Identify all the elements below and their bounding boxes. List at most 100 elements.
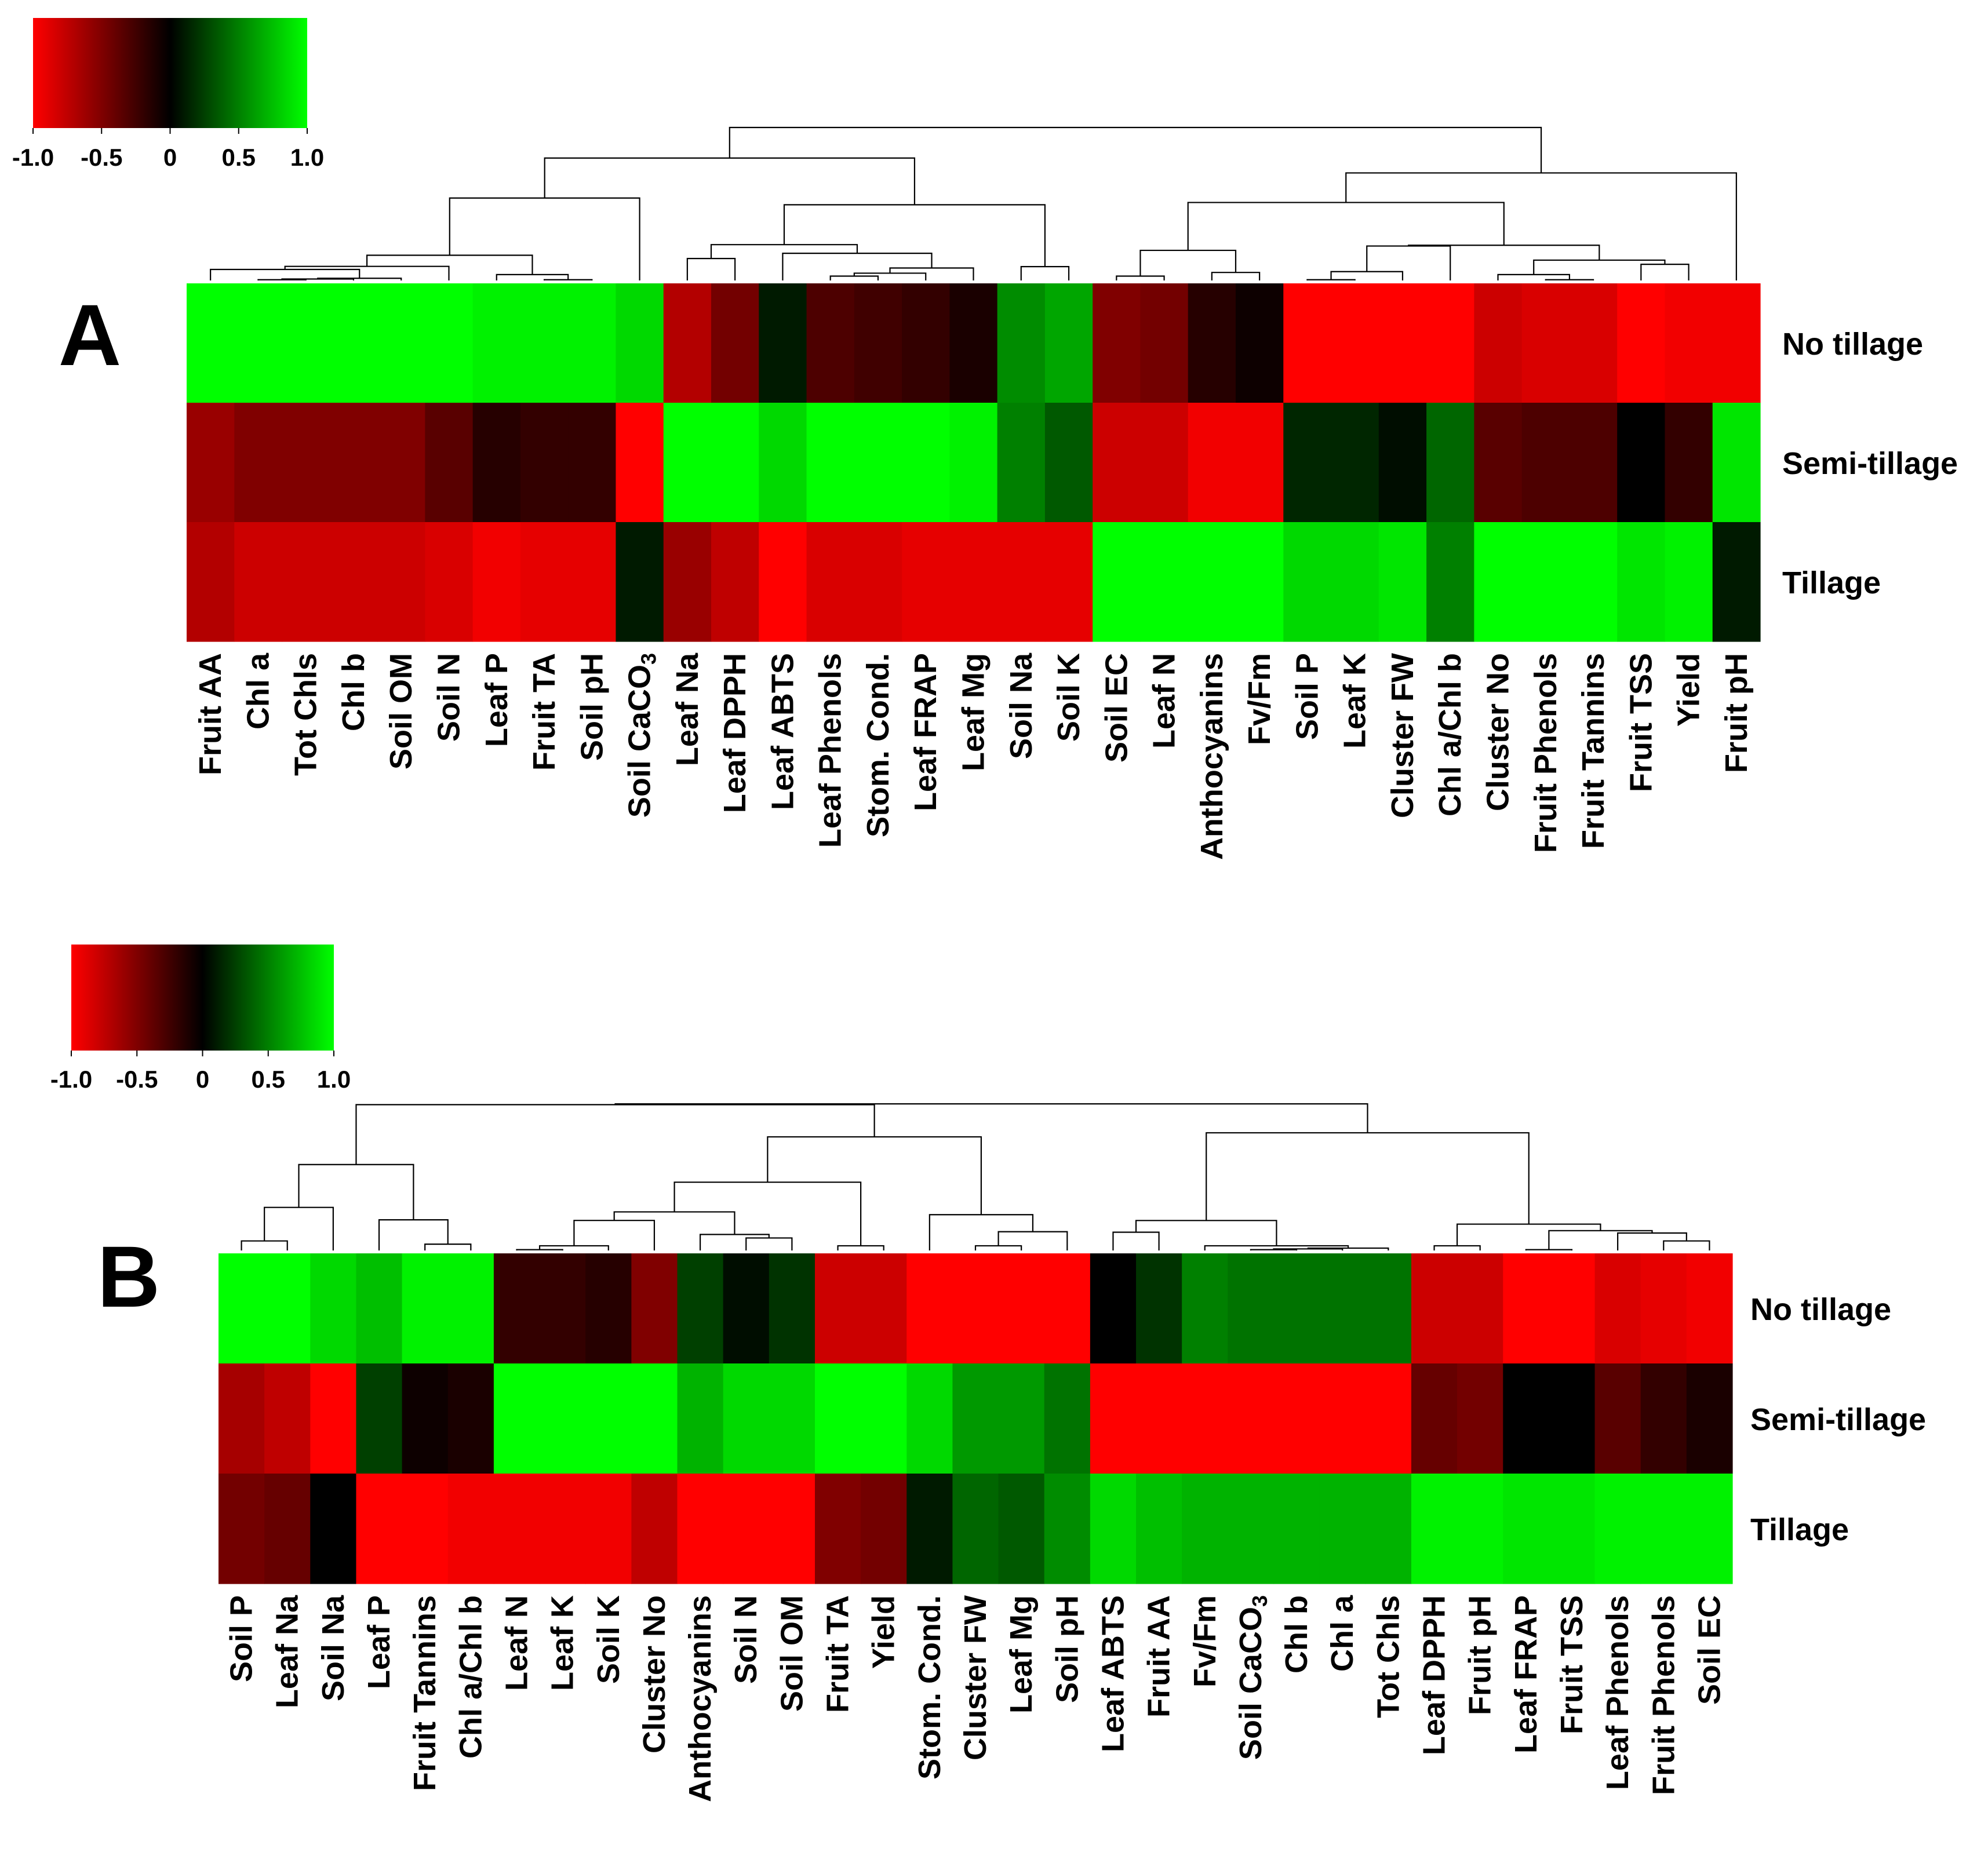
heatmap-cell [806,403,855,523]
heatmap-cell [1665,522,1713,642]
heatmap-cell [616,403,664,523]
column-label: Leaf ABTS [765,653,800,810]
column-label: Tot Chls [289,653,323,776]
heatmap-cell [264,1474,311,1584]
dendrogram-branch [614,1103,1368,1133]
colorbar-tick-label: 0.5 [222,144,256,171]
column-label: Fruit pH [1719,653,1754,773]
heatmap-cell [1140,522,1189,642]
heatmap-cell [356,1474,403,1584]
column-label: Soil N [729,1595,763,1684]
heatmap-cell [769,1253,815,1364]
heatmap-cell [723,1253,770,1364]
column-label: Chl b [336,653,371,731]
heatmap-cell [663,403,712,523]
heatmap-cell [1365,1363,1412,1474]
heatmap-cell [585,1474,632,1584]
heatmap-cell [310,1474,357,1584]
heatmap-cell [1640,1363,1687,1474]
dendrogram-branch [1433,1245,1481,1250]
heatmap-cell [219,1363,265,1474]
dendrogram-branch [1663,1240,1710,1250]
dendrogram-branch [974,1245,1022,1250]
column-label: Chl a [241,652,275,730]
heatmap-cell [1640,1474,1687,1584]
dendrogram-branch [1345,172,1737,280]
column-label: Leaf N [499,1595,534,1691]
column-label: Soil CaCO3 [1233,1595,1272,1760]
heatmap-cell [1090,1253,1137,1364]
dendrogram-branch [573,1220,656,1250]
heatmap-cell [540,1363,586,1474]
heatmap-cell [568,403,617,523]
heatmap-cell [187,283,235,403]
colorbar-tick-label: 1.0 [290,144,324,171]
heatmap-cell [1569,283,1618,403]
dendrogram-branch [782,253,933,280]
column-label: Stom. Cond. [861,653,895,837]
dendrogram-branch [767,1136,982,1215]
dendrogram-branch [1548,1230,1653,1250]
column-label: Soil Na [316,1595,351,1701]
column-label: Cluster No [637,1595,672,1753]
column-label: Soil EC [1099,653,1134,763]
heatmap-cell [997,522,1046,642]
heatmap-cell [1188,403,1236,523]
dendrogram-branch [1366,245,1451,280]
heatmap-cell [1090,1474,1137,1584]
heatmap-cell [1503,1474,1549,1584]
dendrogram-branch [745,1237,793,1250]
heatmap-cell [1426,283,1474,403]
column-label: Stom. Cond. [912,1595,947,1780]
heatmap-cell [425,522,474,642]
heatmap-cell [1331,522,1379,642]
heatmap-cell [902,283,950,403]
column-label: Fruit Phenols [1646,1595,1681,1795]
heatmap-cell [1283,403,1332,523]
heatmap-cell [677,1474,724,1584]
dendrogram-branch [281,278,355,280]
column-label: Fruit TA [821,1595,855,1713]
heatmap-cell [310,1363,357,1474]
heatmap-cell [1365,1253,1412,1364]
heatmap-cell [1569,522,1618,642]
heatmap-cell [329,283,378,403]
heatmap-cell [493,1253,540,1364]
heatmap-cell [631,1474,678,1584]
column-label: Leaf K [1338,653,1372,749]
heatmap-cell [234,283,283,403]
heatmap-cell [1188,283,1236,403]
heatmap-cell [1457,1363,1503,1474]
heatmap-cell [759,283,807,403]
colorbar-tick-label: -0.5 [116,1066,158,1093]
heatmap-cell [377,403,425,523]
heatmap-cell [902,403,950,523]
heatmap-cell [631,1363,678,1474]
heatmap-cell [1712,283,1761,403]
heatmap-cell [356,1363,403,1474]
heatmap-cell [187,403,235,523]
heatmap-cell [854,522,902,642]
heatmap-cell [187,522,235,642]
dendrogram-branch [1187,202,1505,251]
heatmap-cell [520,522,569,642]
column-label: Anthocyanins [683,1595,718,1802]
heatmap-cell [1283,522,1332,642]
dendrogram-branch [729,126,1542,173]
column-label: Soil K [1051,653,1086,742]
heatmap-cell [1521,403,1570,523]
dendrogram-branch [686,258,736,280]
heatmap-cell [616,522,664,642]
heatmap-cell [806,283,855,403]
column-label: Chl b [1279,1595,1314,1673]
heatmap-cell [1503,1363,1549,1474]
column-label: Leaf FRAP [908,653,943,811]
column-label: Leaf Na [670,652,705,766]
heatmap-cell [1365,1474,1412,1584]
heatmap-cell [1569,403,1618,523]
colorbar-tick-label: -0.5 [81,144,122,171]
dendrogram-branch [829,275,879,280]
dendrogram-branch [241,1240,288,1250]
heatmap-cell [520,283,569,403]
